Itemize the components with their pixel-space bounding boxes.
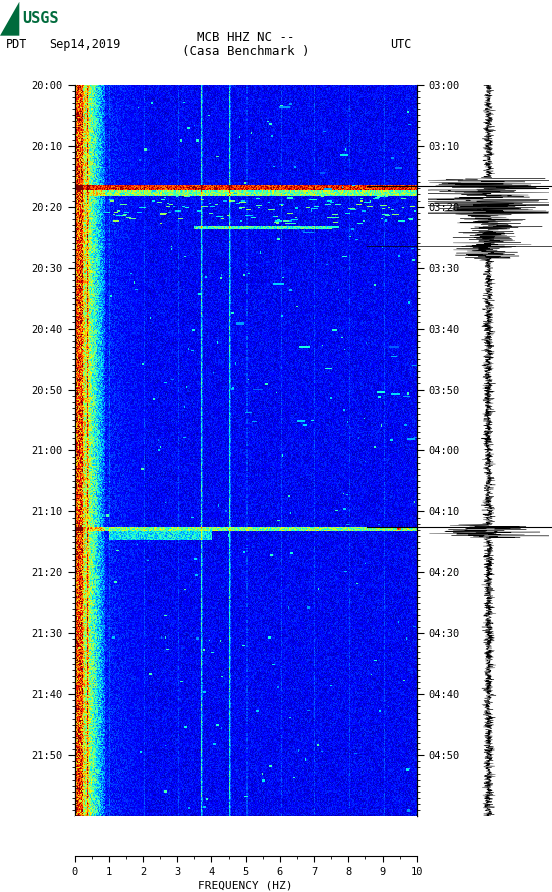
Polygon shape (0, 2, 19, 36)
Text: USGS: USGS (22, 12, 59, 26)
Text: PDT: PDT (6, 38, 27, 51)
Text: UTC: UTC (390, 38, 411, 51)
Text: Sep14,2019: Sep14,2019 (50, 38, 121, 51)
X-axis label: FREQUENCY (HZ): FREQUENCY (HZ) (198, 881, 293, 891)
Text: (Casa Benchmark ): (Casa Benchmark ) (182, 45, 309, 58)
Text: MCB HHZ NC --: MCB HHZ NC -- (197, 31, 294, 44)
